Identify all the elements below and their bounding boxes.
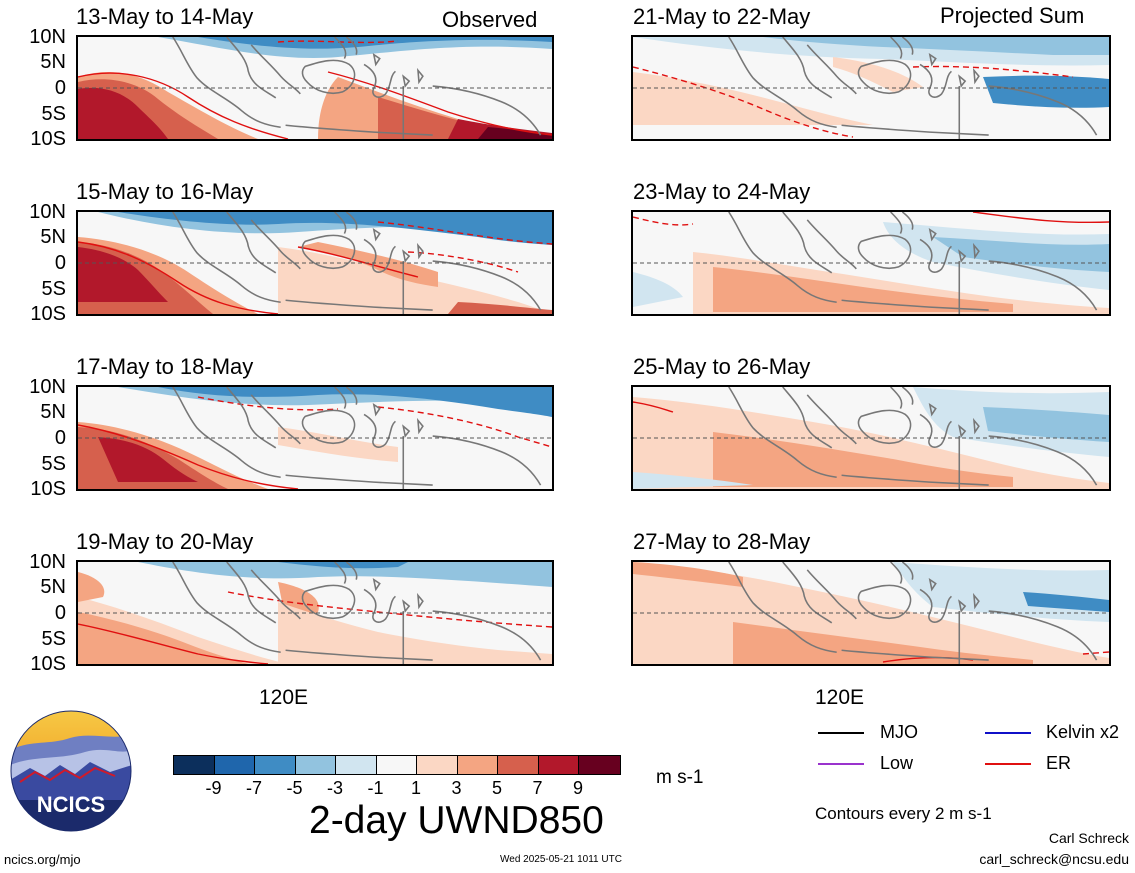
colorbar-swatch: [255, 756, 296, 774]
legend-line-mjo: [818, 732, 864, 734]
colorbar-swatch: [538, 756, 579, 774]
lat-label-10n: 10N: [29, 376, 66, 398]
map-observed-2: [76, 210, 554, 316]
colorbar-swatch: [376, 756, 417, 774]
legend-line-kelvin: [985, 732, 1031, 734]
lat-label-0: 0: [54, 77, 66, 99]
colorbar-tick-label: 5: [491, 778, 502, 798]
colorbar-tick-label: -5: [286, 778, 303, 798]
lon-label-projected: 120E: [815, 686, 865, 709]
legend-label-kelvin: Kelvin x2: [1046, 722, 1120, 742]
panel-title-observed-4: 19-May to 20-May: [76, 529, 254, 554]
contours-note: Contours every 2 m s-1: [815, 804, 992, 823]
colorbar-tick-label: 1: [410, 778, 421, 798]
lat-label-5n: 5N: [40, 226, 66, 248]
map-observed-3: [76, 385, 554, 491]
lat-label-10s: 10S: [30, 478, 66, 500]
ncics-logo: NCICS: [10, 710, 132, 832]
lat-label-5n: 5N: [40, 401, 66, 423]
panel-title-observed-2: 15-May to 16-May: [76, 179, 254, 204]
footer-timestamp: Wed 2025-05-21 1011 UTC: [500, 854, 622, 865]
colorbar-units: m s-1: [656, 767, 704, 788]
lat-label-10n: 10N: [29, 551, 66, 573]
lat-label-5s: 5S: [41, 278, 66, 300]
lat-label-10n: 10N: [29, 26, 66, 48]
lat-label-0: 0: [54, 602, 66, 624]
panel-title-projected-2: 23-May to 24-May: [633, 179, 811, 204]
lat-label-0: 0: [54, 427, 66, 449]
colorbar-tick-label: -1: [367, 778, 384, 798]
projected-sum-label: Projected Sum: [940, 3, 1085, 28]
colorbar-swatch: [214, 756, 255, 774]
colorbar-tick-label: -7: [245, 778, 262, 798]
colorbar-swatch: [498, 756, 539, 774]
colorbar-swatch: [174, 756, 215, 774]
footer-email: carl_schreck@ncsu.edu: [979, 851, 1129, 867]
legend-label-er: ER: [1046, 753, 1072, 773]
colorbar-swatch: [417, 756, 458, 774]
panel-title-projected-1: 21-May to 22-May: [633, 4, 811, 29]
colorbar-tick-label: -3: [326, 778, 343, 798]
colorbar: [173, 755, 621, 775]
legend-line-er: [985, 763, 1031, 765]
lat-label-10s: 10S: [30, 303, 66, 325]
colorbar-tick-label: -9: [205, 778, 222, 798]
footer-author: Carl Schreck: [1048, 830, 1129, 846]
colorbar-swatch: [579, 756, 620, 774]
colorbar-tick-label: 9: [572, 778, 583, 798]
colorbar-title: 2-day UWND850: [309, 799, 604, 842]
map-projected-1: [631, 35, 1111, 141]
map-projected-3: [631, 385, 1111, 491]
lat-label-10n: 10N: [29, 201, 66, 223]
colorbar-swatch: [295, 756, 336, 774]
panel-title-observed-1: 13-May to 14-May: [76, 4, 254, 29]
colorbar-swatch: [457, 756, 498, 774]
lat-label-5s: 5S: [41, 453, 66, 475]
legend-label-low: Low: [880, 753, 914, 773]
lat-label-5s: 5S: [41, 103, 66, 125]
map-projected-4: [631, 560, 1111, 666]
panel-title-projected-3: 25-May to 26-May: [633, 354, 811, 379]
map-observed-1: [76, 35, 554, 141]
legend-label-mjo: MJO: [880, 722, 918, 742]
legend-line-low: [818, 763, 864, 765]
footer-url: ncics.org/mjo: [4, 852, 81, 867]
colorbar-swatch: [336, 756, 377, 774]
map-projected-2: [631, 210, 1111, 316]
observed-label: Observed: [442, 7, 538, 32]
lat-label-0: 0: [54, 252, 66, 274]
colorbar-tick-label: 3: [451, 778, 462, 798]
ncics-logo-text: NCICS: [37, 792, 105, 817]
colorbar-tick-label: 7: [532, 778, 543, 798]
lat-label-5n: 5N: [40, 51, 66, 73]
panel-title-projected-4: 27-May to 28-May: [633, 529, 811, 554]
lat-label-5s: 5S: [41, 628, 66, 650]
map-observed-4: [76, 560, 554, 666]
panel-title-observed-3: 17-May to 18-May: [76, 354, 254, 379]
lat-label-10s: 10S: [30, 653, 66, 675]
lon-label-observed: 120E: [259, 686, 309, 709]
lat-label-10s: 10S: [30, 128, 66, 150]
lat-label-5n: 5N: [40, 576, 66, 598]
